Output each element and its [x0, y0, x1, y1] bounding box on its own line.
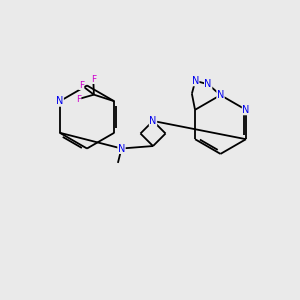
Text: F: F — [91, 74, 96, 83]
Text: N: N — [242, 105, 250, 115]
Text: N: N — [56, 96, 63, 106]
Text: F: F — [79, 80, 84, 89]
Text: N: N — [149, 116, 157, 126]
Text: N: N — [118, 143, 125, 154]
Text: F: F — [76, 95, 81, 104]
Text: N: N — [205, 79, 212, 89]
Text: N: N — [192, 76, 199, 86]
Text: N: N — [217, 90, 224, 100]
